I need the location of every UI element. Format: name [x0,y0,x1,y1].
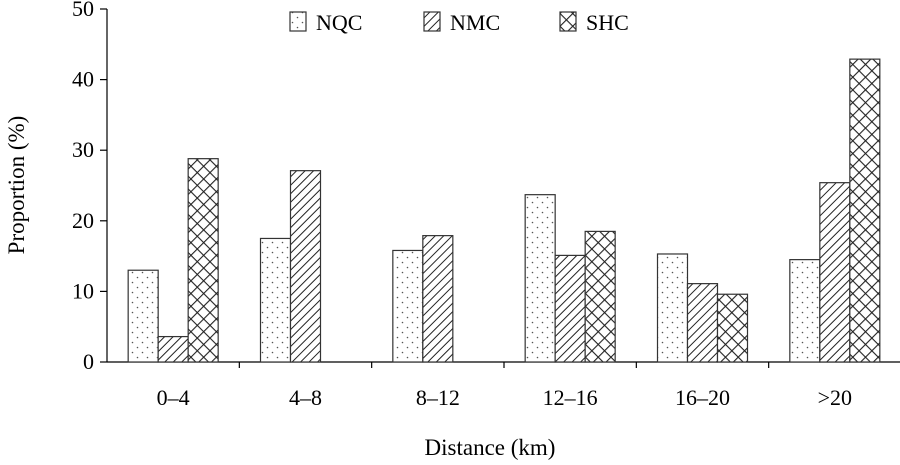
x-axis-title: Distance (km) [425,435,556,460]
bar-nqc-1 [259,237,292,363]
x-tick-label: 12–16 [543,385,598,410]
y-tick-label: 0 [83,349,94,374]
x-tick-label: 0–4 [157,385,190,410]
bar-nmc-3 [554,254,586,363]
legend-label-shc: SHC [586,10,629,35]
bar-nqc-3 [524,194,556,363]
bar-nqc-5 [789,259,821,363]
legend: NQC NMC SHC [289,10,629,35]
bar-shc-5 [849,58,881,363]
bar-nmc-1 [289,170,322,363]
x-tick-label: >20 [818,385,852,410]
bar-nqc-2 [392,249,424,363]
legend-swatch-shc [559,11,577,32]
bar-nmc-2 [422,235,454,363]
bar-nmc-4 [686,283,719,363]
bar-shc-4 [716,293,749,363]
legend-label-nqc: NQC [316,10,362,35]
legend-swatch-nqc [289,11,307,32]
y-axis-ticks: 0 10 20 30 40 50 [72,0,107,374]
bar-nmc-5 [819,182,851,363]
bar-shc-0 [187,158,219,363]
x-tick-label: 16–20 [675,385,730,410]
x-tick-label: 4–8 [289,385,322,410]
y-tick-label: 40 [72,67,94,92]
legend-swatch-nmc [423,11,441,32]
y-axis-title: Proportion (%) [4,116,29,255]
x-tick-label: 8–12 [416,385,460,410]
y-tick-label: 50 [72,0,94,21]
bar-shc-3 [584,230,616,363]
bar-nmc-0 [157,335,189,363]
bar-nqc-4 [656,253,689,363]
bar-nqc-0 [127,269,159,363]
y-tick-label: 20 [72,208,94,233]
y-tick-label: 30 [72,137,94,162]
bars [127,58,881,363]
x-axis-ticks: 0–4 4–8 8–12 12–16 16–20 >20 [157,362,852,410]
y-tick-label: 10 [72,278,94,303]
legend-label-nmc: NMC [450,10,500,35]
